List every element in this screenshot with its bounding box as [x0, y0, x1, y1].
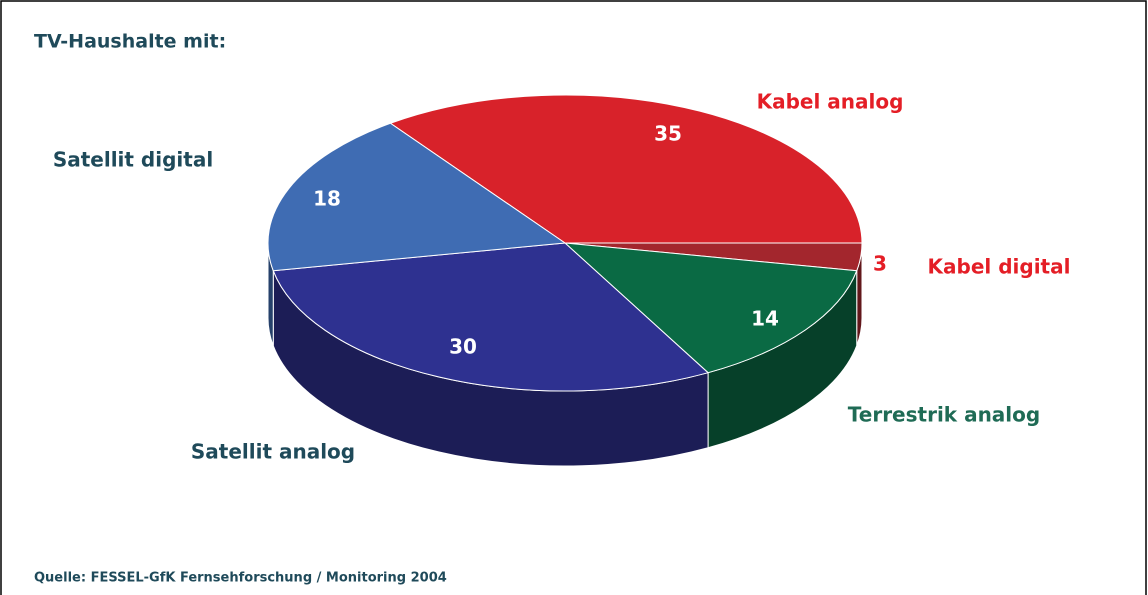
- chart-title: TV-Haushalte mit:: [34, 31, 226, 53]
- category-label: Kabel analog: [757, 90, 904, 114]
- value-label: 30: [449, 335, 477, 359]
- category-label: Terrestrik analog: [848, 403, 1040, 427]
- source-note: Quelle: FESSEL-GfK Fernsehforschung / Mo…: [34, 571, 447, 586]
- category-label: Satellit analog: [191, 440, 355, 464]
- value-label: 18: [313, 187, 341, 211]
- value-label: 3: [873, 252, 887, 276]
- value-label: 14: [751, 307, 779, 331]
- value-label: 35: [654, 122, 682, 146]
- pie-slice: [272, 242, 710, 392]
- pie-slice: [563, 242, 858, 374]
- pie-slice: [267, 122, 567, 272]
- category-label: Kabel digital: [928, 255, 1071, 279]
- category-label: Satellit digital: [53, 148, 213, 172]
- pie-slice: [389, 94, 863, 244]
